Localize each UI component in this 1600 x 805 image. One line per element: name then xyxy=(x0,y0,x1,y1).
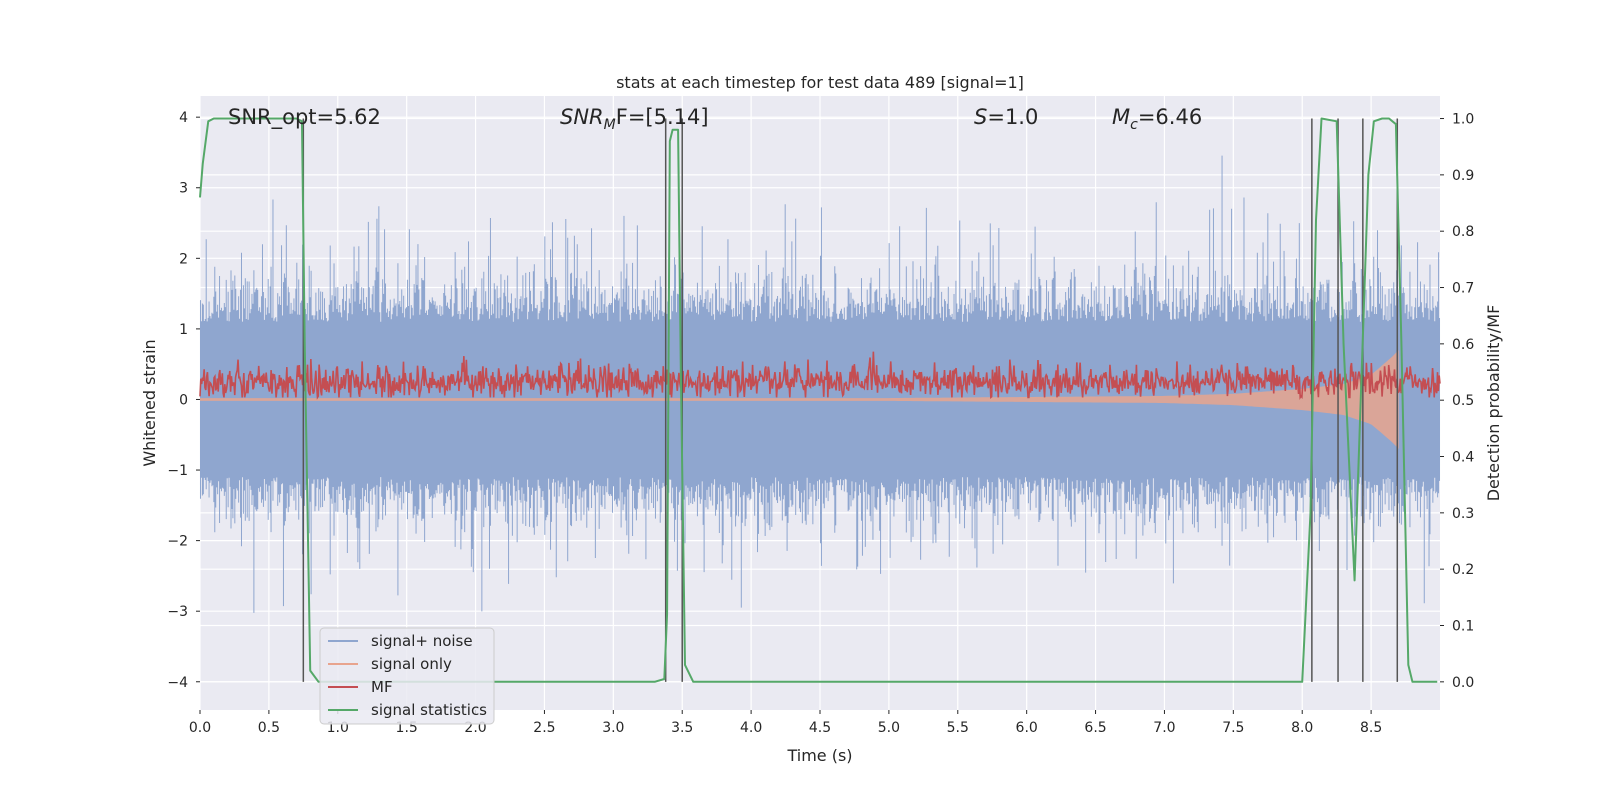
yright-tick-label-7: 0.3 xyxy=(1452,506,1474,522)
signal-only-series xyxy=(200,350,1399,449)
annotation-s: S=1.0 xyxy=(974,105,1038,129)
signal-only-envelope xyxy=(200,350,1399,449)
yleft-tick-label-7: −3 xyxy=(167,604,188,620)
x-tick-label-10: 5.0 xyxy=(878,720,900,736)
mf-trace xyxy=(199,351,1441,400)
yright-tick-label-0: 1.0 xyxy=(1452,112,1474,128)
yright-tick-label-6: 0.4 xyxy=(1452,450,1474,466)
yleft-tick-label-2: 2 xyxy=(179,251,188,267)
yright-tick-label-10: 0.0 xyxy=(1452,675,1474,691)
x-tick-label-9: 4.5 xyxy=(809,720,831,736)
x-tick-label-6: 3.0 xyxy=(602,720,624,736)
yright-tick-label-3: 0.7 xyxy=(1452,281,1474,297)
yleft-tick-label-5: −1 xyxy=(167,463,188,479)
chart-title: stats at each timestep for test data 489… xyxy=(616,73,1024,92)
x-tick-label-16: 8.0 xyxy=(1291,720,1313,736)
y-axis-label-right: Detection probability/MF xyxy=(1484,305,1503,502)
yleft-tick-label-0: 4 xyxy=(179,110,188,126)
legend-box xyxy=(319,627,495,725)
yright-tick-label-1: 0.9 xyxy=(1452,168,1474,184)
legend-label-noise: signal+ noise xyxy=(371,632,473,650)
legend-label-stats: signal statistics xyxy=(371,701,487,719)
x-axis-label: Time (s) xyxy=(786,746,852,765)
x-tick-label-7: 3.5 xyxy=(671,720,693,736)
x-tick-label-17: 8.5 xyxy=(1360,720,1382,736)
yleft-tick-label-3: 1 xyxy=(179,322,188,338)
annotation-s-rest: =1.0 xyxy=(987,105,1038,129)
yleft-tick-label-1: 3 xyxy=(179,181,188,197)
mf-series xyxy=(199,351,1441,400)
yright-tick-label-8: 0.2 xyxy=(1452,562,1474,578)
x-tick-label-8: 4.0 xyxy=(740,720,762,736)
yright-tick-label-4: 0.6 xyxy=(1452,337,1474,353)
yleft-tick-label-4: 0 xyxy=(179,392,188,408)
x-tick-label-1: 0.5 xyxy=(258,720,280,736)
yright-tick-label-2: 0.8 xyxy=(1452,224,1474,240)
x-tick-label-5: 2.5 xyxy=(533,720,555,736)
y-axis-label-left: Whitened strain xyxy=(140,339,159,466)
annotation-mc-sub: c xyxy=(1130,117,1138,133)
annotation-snr-mf-rest: F=[5.14] xyxy=(616,105,709,129)
x-tick-label-14: 7.0 xyxy=(1153,720,1175,736)
x-tick-label-0: 0.0 xyxy=(189,720,211,736)
annotation-mc-rest: =6.46 xyxy=(1138,105,1202,129)
annotation-snr-mf-sub: M xyxy=(604,117,616,133)
axes: 0.0 0.5 1.0 1.5 2.0 2.5 3.0 3.5 4.0 4.5 5.0 5.5 6.0 6… xyxy=(167,110,1474,736)
yleft-tick-label-8: −4 xyxy=(167,675,188,691)
annotation-snr-opt: SNR_opt=5.62 xyxy=(228,105,381,130)
signal-statistics-line xyxy=(199,117,1438,683)
x-tick-label-13: 6.5 xyxy=(1084,720,1106,736)
signal-statistics-series xyxy=(199,117,1438,683)
annotation-snr-mf-main: SNR xyxy=(560,105,604,129)
legend-label-mf: MF xyxy=(371,678,393,696)
annotation-s-main: S xyxy=(974,105,987,129)
annotation-mc: Mc=6.46 xyxy=(1112,105,1202,133)
legend: signal+ noise signal only MF signal stat… xyxy=(319,627,495,725)
legend-label-signal: signal only xyxy=(371,655,452,673)
x-tick-label-12: 6.0 xyxy=(1016,720,1038,736)
annotation-snr-mf: SNRMF=[5.14] xyxy=(560,105,709,133)
annotation-mc-main: M xyxy=(1112,105,1130,129)
yright-tick-label-9: 0.1 xyxy=(1452,619,1474,635)
yright-tick-label-5: 0.5 xyxy=(1452,393,1474,409)
yleft-tick-label-6: −2 xyxy=(167,534,188,550)
x-tick-label-11: 5.5 xyxy=(947,720,969,736)
x-tick-label-15: 7.5 xyxy=(1222,720,1244,736)
